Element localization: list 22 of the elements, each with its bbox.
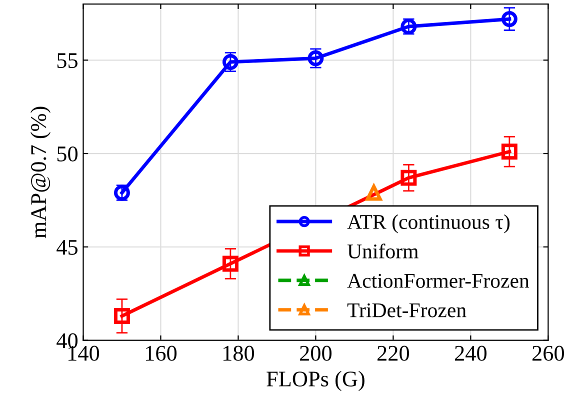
x-axis-title: FLOPs (G) — [266, 370, 364, 392]
y-tick-label: 45 — [56, 240, 78, 255]
point — [400, 170, 417, 186]
y-axis-title: mAP@0.7 (%) — [30, 106, 51, 238]
x-tick-label: 200 — [300, 346, 332, 361]
x-tick-label: 260 — [532, 346, 564, 361]
x-tick-label: 180 — [224, 346, 254, 361]
point — [501, 11, 518, 28]
y-tick-label: 55 — [57, 53, 78, 68]
y-tick-label: 50 — [57, 146, 78, 162]
point — [222, 256, 238, 272]
legend-label: Uniform — [347, 244, 418, 258]
legend-label: ATR (continuous τ) — [347, 214, 510, 234]
legend-label: ActionFormer-Frozen — [347, 274, 530, 288]
x-tick-label: 240 — [454, 346, 486, 361]
point — [366, 184, 382, 201]
legend-label: TriDet-Frozen — [347, 303, 466, 318]
point — [114, 308, 130, 324]
x-tick-label: 160 — [146, 346, 177, 361]
point — [501, 144, 518, 160]
point — [222, 54, 238, 70]
x-tick-label: 220 — [378, 346, 410, 361]
